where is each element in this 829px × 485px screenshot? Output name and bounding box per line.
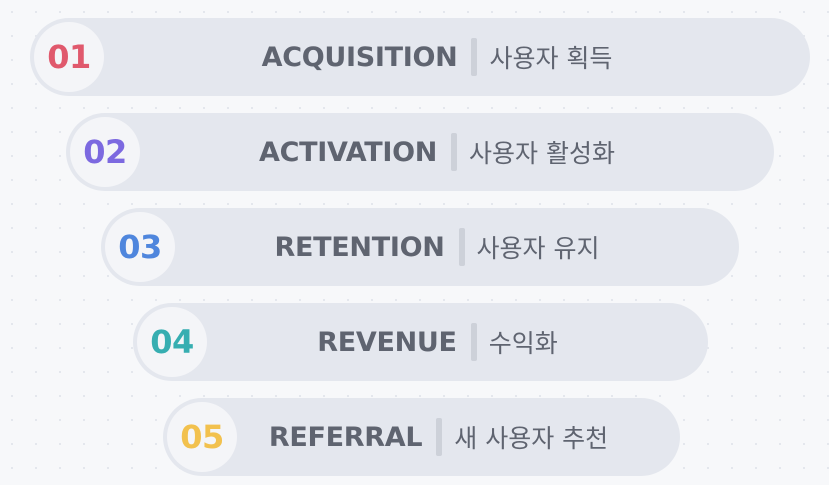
stage-divider: [458, 228, 465, 266]
stage-label: REVENUE 수익화: [207, 303, 668, 381]
stage-divider: [471, 38, 478, 76]
funnel-stage-activation: 02 ACTIVATION 사용자 활성화: [66, 113, 774, 191]
stage-subtitle: 사용자 획득: [489, 44, 613, 73]
stage-title: ACTIVATION: [258, 136, 438, 168]
stage-number-badge: 02: [70, 117, 140, 187]
stage-subtitle: 새 사용자 추천: [454, 424, 609, 453]
stage-divider: [451, 133, 458, 171]
funnel-stage-revenue: 04 REVENUE 수익화: [133, 303, 708, 381]
stage-number-badge: 01: [34, 22, 104, 92]
stage-label: ACTIVATION 사용자 활성화: [140, 113, 734, 191]
stage-subtitle: 사용자 활성화: [469, 139, 615, 168]
stage-subtitle: 수익화: [488, 329, 558, 358]
stage-number-badge: 05: [167, 402, 237, 472]
stage-title: REFERRAL: [268, 421, 423, 453]
funnel-stage-retention: 03 RETENTION 사용자 유지: [101, 208, 739, 286]
stage-divider: [436, 418, 443, 456]
funnel-stage-referral: 05 REFERRAL 새 사용자 추천: [163, 398, 680, 476]
stage-label: ACQUISITION 사용자 획득: [104, 18, 770, 96]
stage-title: REVENUE: [317, 326, 457, 358]
stage-subtitle: 사용자 유지: [476, 234, 600, 263]
stage-label: REFERRAL 새 사용자 추천: [237, 398, 640, 476]
stage-label: RETENTION 사용자 유지: [175, 208, 699, 286]
stage-title: ACQUISITION: [261, 41, 458, 73]
stage-divider: [470, 323, 477, 361]
funnel-stage-acquisition: 01 ACQUISITION 사용자 획득: [30, 18, 810, 96]
stage-number-badge: 03: [105, 212, 175, 282]
stage-number-badge: 04: [137, 307, 207, 377]
stage-title: RETENTION: [274, 231, 445, 263]
